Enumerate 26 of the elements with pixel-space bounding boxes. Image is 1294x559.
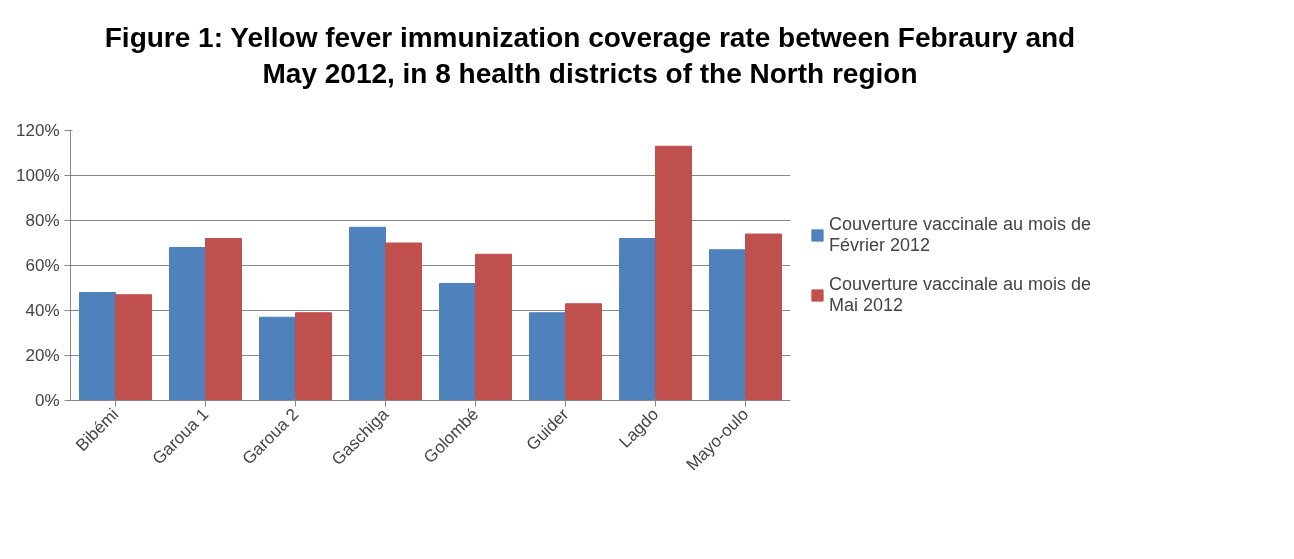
bar [475, 253, 512, 401]
bar [115, 294, 152, 401]
bar [439, 283, 476, 401]
bar [565, 303, 602, 401]
bar [745, 233, 782, 401]
bar [259, 316, 296, 401]
legend-label: Couverture vaccinale au mois de Mai 2012 [829, 274, 1092, 316]
y-tick-label: 0% [34, 391, 60, 410]
bar [205, 238, 242, 401]
chart-title: Figure 1: Yellow fever immunization coverage rate between Febraury and May 2012, in 8 health districts of the North region [103, 21, 1077, 92]
bar [655, 145, 692, 401]
bar [529, 312, 566, 401]
y-tick-label: 120% [16, 121, 60, 140]
bar [619, 238, 656, 401]
bar [349, 226, 386, 401]
y-tick-label: 80% [25, 211, 60, 230]
bar [709, 249, 746, 401]
y-tick-label: 20% [25, 346, 60, 365]
bar [295, 312, 332, 401]
y-tick-label: 100% [16, 166, 60, 185]
bar [169, 247, 206, 401]
y-tick-label: 40% [25, 301, 60, 320]
bar [385, 242, 422, 401]
y-tick-label: 60% [25, 256, 60, 275]
bar [79, 292, 116, 401]
legend-label: Couverture vaccinale au mois de Février 2012 [829, 214, 1092, 256]
